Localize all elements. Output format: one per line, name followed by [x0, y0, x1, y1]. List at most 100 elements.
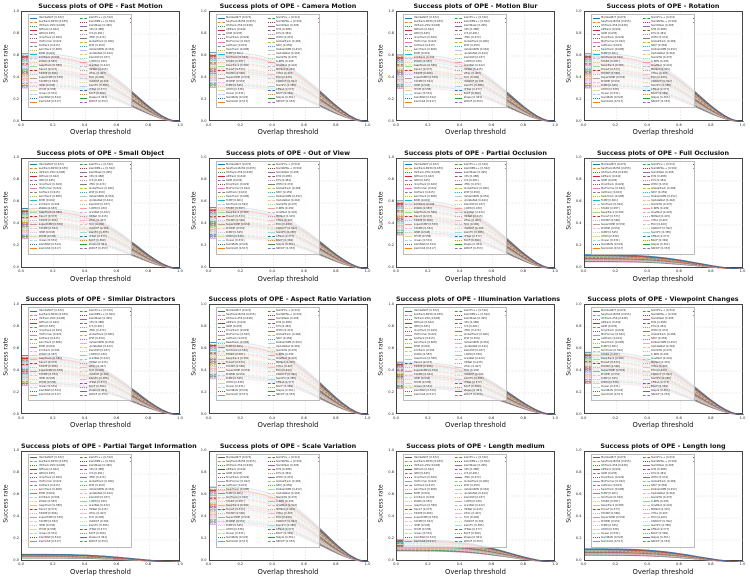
- legend-entry: SiamFC++ [0.510]: [642, 309, 693, 313]
- legend-label: SiamRPN++ [0.502]: [88, 166, 115, 170]
- legend-line-swatch: [30, 97, 37, 99]
- legend-label: Staple [0.361]: [276, 389, 295, 392]
- legend-label: KYS [0.481]: [463, 178, 479, 182]
- legend-entry: LTMU [0.474]: [267, 36, 318, 40]
- legend-entry: MambaNUT [0.672]: [217, 16, 268, 20]
- legend-label: GlobalTrack [0.466]: [276, 186, 302, 190]
- y-tick-label: 1.0: [388, 301, 394, 306]
- legend-line-swatch: [642, 85, 650, 87]
- legend-line-swatch: [455, 29, 462, 31]
- legend-line-swatch: [217, 473, 225, 474]
- legend-entry: GradNet [0.422]: [80, 64, 130, 68]
- legend-label: TrDiMP [0.566]: [38, 365, 58, 368]
- legend-label: UpdateNet [0.444]: [88, 198, 113, 202]
- legend-label: SRDCF [0.353]: [88, 246, 108, 250]
- plot-area: MambaNUT [0.672] SeqTrack-B256 [0.655] OST…: [583, 11, 744, 122]
- legend-line-swatch: [405, 69, 412, 71]
- legend-label: SuperDiMP [0.559]: [226, 369, 251, 372]
- legend-line-swatch: [217, 350, 225, 352]
- legend-label: LTMU [0.474]: [88, 36, 106, 39]
- x-tick-label: 1.0: [739, 122, 746, 127]
- legend-entry: Staple [0.361]: [80, 96, 130, 100]
- legend-label: SiamDW [0.437]: [651, 495, 673, 499]
- legend-line-swatch: [455, 493, 462, 494]
- legend-entry: SeqTrack-B256 [0.655]: [30, 313, 80, 317]
- x-tick-label: 0.6: [676, 122, 682, 127]
- legend-label: VITAL [0.407]: [88, 511, 106, 515]
- legend-label: SiamFC++ [0.510]: [463, 162, 488, 166]
- legend-line-swatch: [217, 517, 225, 518]
- y-tick-label: 1.0: [200, 301, 207, 306]
- legend-label: SiamBAN [0.524]: [413, 389, 436, 392]
- legend-label: CFNet [0.377]: [651, 88, 670, 91]
- legend-label: Staple [0.361]: [651, 389, 670, 392]
- legend-entry: SeqTrack-B256 [0.655]: [30, 20, 80, 24]
- legend-label: KYS [0.481]: [276, 471, 292, 475]
- legend-label: SRDCF [0.353]: [88, 393, 108, 396]
- legend-line-swatch: [405, 224, 412, 225]
- legend-line-swatch: [217, 164, 225, 165]
- x-tick-label: 0.4: [644, 415, 650, 420]
- x-tick-label: 0.8: [520, 122, 527, 127]
- legend-entry: SiamRPN++ [0.502]: [267, 167, 318, 171]
- legend-entry: SeqTrack-B256 [0.655]: [405, 20, 455, 24]
- y-tick-label: 1.0: [200, 8, 207, 13]
- legend-label: SiamDW [0.437]: [463, 56, 485, 59]
- legend-label: ATOM [0.538]: [38, 527, 57, 531]
- legend-label: CSRDCF [0.392]: [276, 80, 297, 83]
- legend-entry: TransT [0.573]: [405, 508, 455, 512]
- legend-line-swatch: [405, 461, 412, 462]
- plot-title: Success plots of OPE - Similar Distracto…: [25, 295, 176, 303]
- legend-entry: MambaNUT [0.672]: [405, 163, 455, 167]
- legend-entry: ToMP [0.601]: [30, 52, 80, 56]
- legend-label: ATOM [0.538]: [601, 381, 619, 384]
- legend-label: LTMU [0.474]: [463, 36, 481, 39]
- legend-entry: VITAL [0.407]: [80, 512, 130, 516]
- legend-line-swatch: [592, 33, 600, 35]
- legend-line-swatch: [30, 394, 37, 396]
- legend-line-swatch: [405, 25, 412, 27]
- legend-entry: D3S [0.488]: [455, 468, 505, 472]
- legend-line-swatch: [405, 216, 412, 217]
- legend-label: SuperDiMP [0.559]: [38, 76, 63, 79]
- legend-line-swatch: [592, 362, 600, 364]
- legend-label: CSRDCF [0.392]: [463, 519, 485, 523]
- legend-line-swatch: [267, 29, 275, 31]
- legend-box: MambaNUT [0.672] SeqTrack-B256 [0.655] OST…: [403, 160, 507, 255]
- legend-label: SiamFC [0.385]: [463, 377, 484, 380]
- legend-label: BACF [0.369]: [276, 385, 294, 388]
- legend-entry: DiMP [0.545]: [405, 231, 455, 235]
- legend-entry: MDNet [0.415]: [267, 68, 318, 72]
- legend-line-swatch: [592, 196, 600, 197]
- legend-entry: SwinTrack [0.608]: [217, 341, 268, 345]
- legend-entry: SiamMask [0.495]: [642, 464, 693, 468]
- legend-label: MambaNUT [0.672]: [38, 16, 64, 19]
- legend-entry: MDNet [0.415]: [455, 215, 505, 219]
- legend-entry: ECO [0.400]: [80, 223, 130, 227]
- legend-entry: D3S [0.488]: [267, 468, 318, 472]
- legend-label: DropTrack [0.629]: [413, 475, 437, 479]
- legend-label: SimTrack [0.594]: [226, 202, 248, 206]
- legend-line-swatch: [217, 497, 225, 498]
- legend-entry: SPLT [0.459]: [80, 337, 130, 341]
- legend-line-swatch: [30, 354, 37, 356]
- legend-label: MixFormer [0.622]: [601, 40, 625, 43]
- x-tick-label: 0.8: [145, 562, 152, 566]
- legend-line-swatch: [405, 37, 412, 39]
- legend-label: ATOM [0.538]: [38, 381, 57, 384]
- legend-label: VITAL [0.407]: [651, 365, 669, 368]
- legend-line-swatch: [455, 216, 462, 217]
- legend-entry: SiamBAN [0.524]: [405, 536, 455, 540]
- legend-entry: D3S [0.488]: [455, 175, 505, 179]
- legend-label: LTMU [0.474]: [276, 36, 294, 39]
- legend-line-swatch: [592, 65, 600, 67]
- legend-line-swatch: [405, 513, 412, 514]
- legend-line-swatch: [30, 220, 37, 221]
- legend-entry: TrDiMP [0.566]: [217, 72, 268, 76]
- legend-line-swatch: [80, 188, 87, 189]
- legend-entry: LTMU [0.474]: [267, 182, 318, 187]
- legend-line-swatch: [217, 168, 225, 169]
- legend-label: LTMU [0.474]: [276, 182, 294, 186]
- legend-label: MixFormer [0.622]: [38, 40, 63, 43]
- legend-line-swatch: [30, 192, 37, 193]
